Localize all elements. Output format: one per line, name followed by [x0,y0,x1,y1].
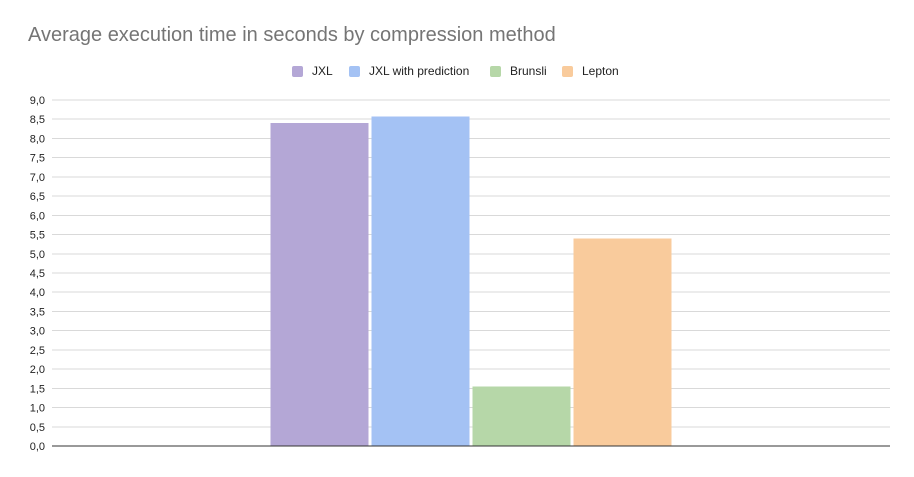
y-tick-label: 6,0 [30,210,45,222]
y-tick-label: 5,0 [30,249,45,261]
y-tick-label: 7,0 [30,172,45,184]
y-tick-label: 8,5 [30,114,45,126]
y-tick-label: 7,5 [30,153,45,165]
legend-swatch [562,65,573,77]
y-tick-label: 0,0 [30,441,45,453]
bar-jxl-with-prediction [371,116,470,446]
bar-lepton [573,238,672,446]
y-tick-label: 2,0 [30,364,45,376]
bar-jxl [270,123,369,447]
y-tick-label: 3,0 [30,326,45,338]
legend-swatch [292,65,303,77]
legend-item: JXL with prediction [349,62,469,80]
legend-swatch [490,65,501,77]
legend: JXL JXL with prediction Brunsli Lepton [0,62,914,80]
y-tick-label: 6,5 [30,191,45,203]
y-tick-label: 2,5 [30,345,45,357]
y-tick-label: 4,0 [30,287,45,299]
y-tick-label: 3,5 [30,306,45,318]
y-tick-label: 1,0 [30,403,45,415]
y-tick-label: 4,5 [30,268,45,280]
legend-label: Brunsli [510,64,547,78]
legend-item: JXL [292,62,333,80]
legend-item: Lepton [562,62,619,80]
legend-label: JXL with prediction [369,64,470,78]
legend-label: Lepton [582,64,619,78]
bar-brunsli [472,386,571,446]
y-tick-label: 5,5 [30,230,45,242]
y-tick-label: 1,5 [30,383,45,395]
y-tick-label: 9,0 [30,95,45,107]
legend-swatch [349,65,360,77]
legend-label: JXL [312,64,333,78]
y-tick-label: 0,5 [30,422,45,434]
chart-title: Average execution time in seconds by com… [28,24,556,46]
y-tick-label: 8,0 [30,133,45,145]
legend-item: Brunsli [490,62,547,80]
